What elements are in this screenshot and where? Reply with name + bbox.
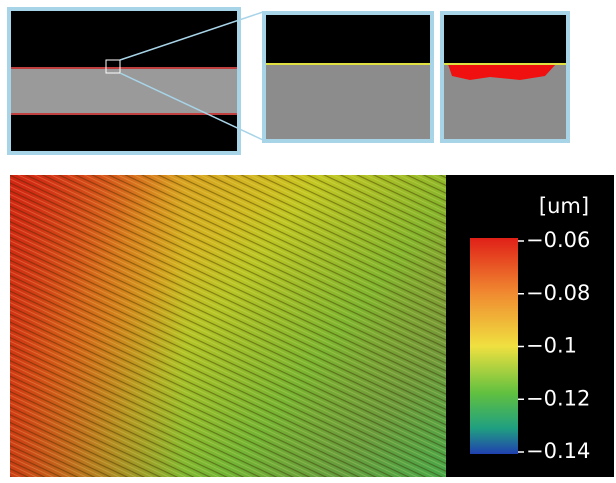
tick-label: −0.12 (526, 386, 590, 410)
gray-band (266, 64, 430, 139)
figure: [um] −0.06 −0.08 −0.1 −0.12 −0.14 (0, 0, 616, 483)
tick-label: −0.1 (526, 334, 577, 358)
colorbar-unit: [um] (539, 194, 589, 218)
tick-label: −0.14 (526, 439, 590, 463)
tick-label: −0.08 (526, 281, 590, 305)
colorbar (470, 238, 518, 454)
tick-label: −0.06 (526, 228, 590, 252)
surface-texture (10, 175, 446, 477)
page: [um] −0.06−0.08−0.1−0.12−0.14 (() => { c… (0, 0, 616, 483)
